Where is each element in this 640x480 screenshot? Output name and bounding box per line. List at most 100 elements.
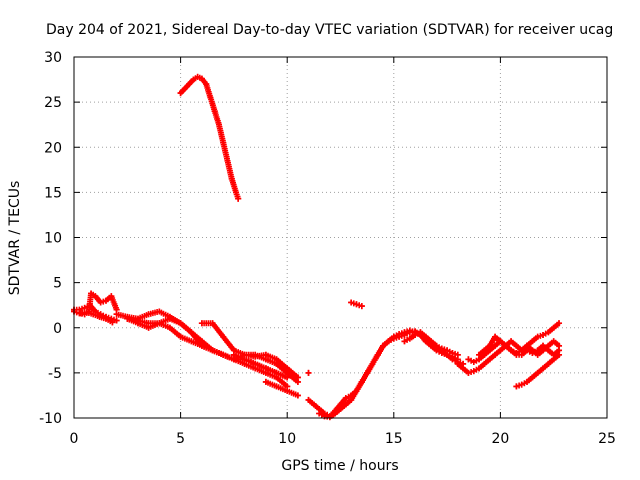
- data-point: [396, 333, 403, 340]
- data-point: [337, 405, 344, 412]
- data-point: [454, 360, 461, 367]
- data-point: [211, 108, 218, 115]
- data-point: [284, 365, 291, 372]
- y-tick-label: 5: [53, 276, 62, 292]
- data-point: [166, 324, 173, 331]
- data-point: [348, 396, 355, 403]
- data-point: [284, 387, 291, 394]
- data-point: [113, 317, 120, 324]
- data-point: [369, 360, 376, 367]
- data-point: [401, 338, 408, 345]
- axis-ticks: 0 5 10 15 20 25 -10 -5 0 5 10 15 20 25 30: [39, 50, 616, 447]
- data-point: [524, 378, 531, 385]
- data-point: [92, 293, 99, 300]
- data-point: [390, 335, 397, 342]
- data-point: [220, 351, 227, 358]
- data-point: [284, 374, 291, 381]
- x-tick-label: 0: [70, 431, 79, 447]
- data-point: [497, 338, 504, 345]
- data-point: [417, 329, 424, 336]
- data-point: [534, 347, 541, 354]
- y-tick-label: 0: [53, 321, 62, 337]
- data-point: [492, 342, 499, 349]
- data-point: [438, 345, 445, 352]
- data-point: [449, 350, 456, 357]
- data-point: [518, 351, 525, 358]
- y-tick-label: -5: [48, 366, 62, 382]
- data-point: [486, 356, 493, 363]
- data-point: [518, 381, 525, 388]
- data-point: [326, 414, 333, 421]
- data-point: [342, 395, 349, 402]
- data-point: [465, 356, 472, 363]
- data-point: [534, 369, 541, 376]
- data-point: [470, 368, 477, 375]
- data-point: [406, 329, 413, 336]
- y-tick-label: 30: [44, 50, 62, 66]
- data-point: [454, 351, 461, 358]
- data-point: [88, 290, 95, 297]
- y-tick-label: -10: [39, 411, 62, 427]
- data-point: [353, 301, 360, 308]
- data-point: [207, 94, 214, 101]
- data-point: [77, 310, 84, 317]
- data-point: [209, 347, 216, 354]
- data-point: [342, 401, 349, 408]
- data-point: [294, 392, 301, 399]
- data-point: [508, 338, 515, 345]
- data-point: [224, 157, 231, 164]
- data-point: [492, 351, 499, 358]
- data-point: [353, 387, 360, 394]
- data-point: [113, 311, 120, 318]
- data-point: [273, 383, 280, 390]
- data-point: [385, 338, 392, 345]
- data-point: [228, 175, 235, 182]
- data-point: [166, 315, 173, 322]
- chart-title: Day 204 of 2021, Sidereal Day-to-day VTE…: [46, 22, 613, 38]
- data-point: [156, 320, 163, 327]
- y-tick-label: 10: [44, 231, 62, 247]
- x-tick-label: 10: [278, 431, 296, 447]
- data-series: [71, 73, 563, 421]
- data-point: [194, 73, 201, 80]
- data-point: [380, 342, 387, 349]
- data-point: [181, 85, 188, 92]
- data-point: [273, 369, 280, 376]
- series-arc-8: [230, 351, 291, 381]
- plot-border: [73, 56, 608, 419]
- data-point: [262, 378, 269, 385]
- data-point: [476, 365, 483, 372]
- data-point: [556, 351, 563, 358]
- data-point: [550, 356, 557, 363]
- x-tick-label: 20: [491, 431, 509, 447]
- data-point: [215, 121, 222, 128]
- data-point: [401, 331, 408, 338]
- series-trace: [305, 327, 461, 420]
- data-point: [428, 338, 435, 345]
- data-point: [433, 342, 440, 349]
- series-trace: [177, 73, 242, 202]
- data-point: [449, 356, 456, 363]
- data-point: [332, 410, 339, 417]
- data-point: [444, 347, 451, 354]
- data-point: [513, 342, 520, 349]
- data-point: [96, 313, 103, 320]
- data-point: [316, 410, 323, 417]
- data-point: [476, 351, 483, 358]
- data-point: [486, 342, 493, 349]
- data-point: [220, 139, 227, 146]
- data-point: [460, 365, 467, 372]
- data-point: [550, 338, 557, 345]
- data-point: [422, 333, 429, 340]
- x-tick-label: 5: [176, 431, 185, 447]
- data-point: [540, 331, 547, 338]
- data-point: [83, 309, 90, 316]
- data-point: [358, 303, 365, 310]
- data-point: [198, 338, 205, 345]
- data-point: [198, 75, 205, 82]
- data-point: [545, 329, 552, 336]
- series-arc-10: [305, 369, 312, 376]
- data-point: [545, 360, 552, 367]
- data-point: [134, 320, 141, 327]
- series-arc-11: [177, 73, 242, 202]
